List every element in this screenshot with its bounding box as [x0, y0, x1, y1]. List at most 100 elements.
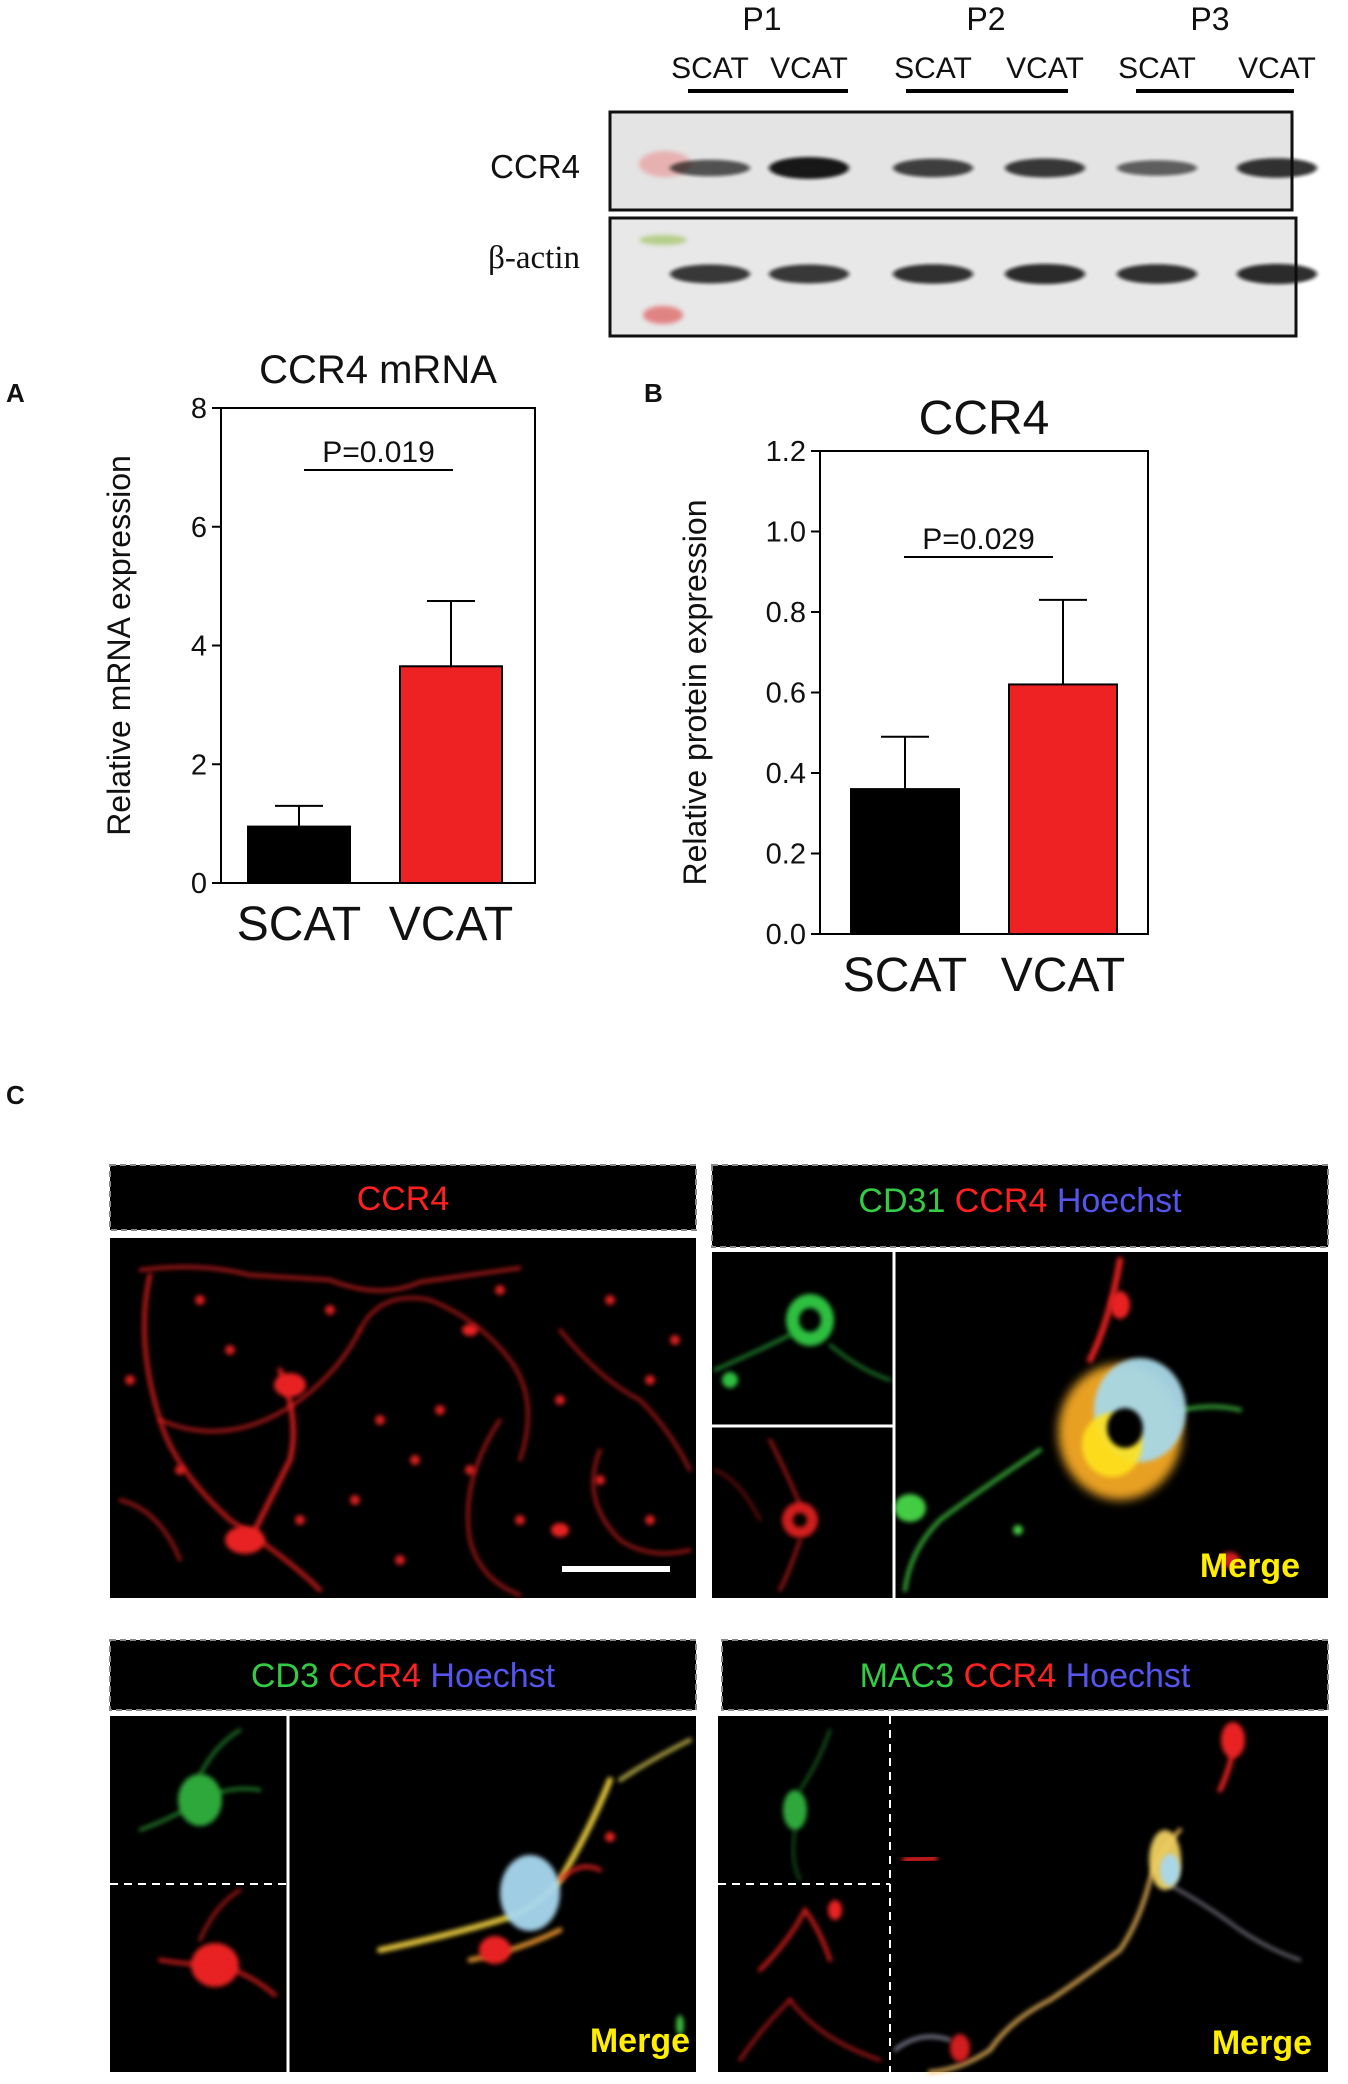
x-tick-label: SCAT [237, 898, 361, 951]
merge-label: Merge [590, 2022, 690, 2060]
fluorescence-signal [1159, 1879, 1301, 1961]
fluorescence-signal [645, 1515, 655, 1525]
ladder-marker [643, 306, 683, 324]
y-tick-label: 0.8 [766, 597, 806, 629]
merge-label: Merge [1212, 2024, 1312, 2062]
fluorescence-signal [595, 1475, 605, 1485]
lane-label: SCAT [1118, 52, 1196, 85]
chart-title: CCR4 mRNA [259, 348, 497, 392]
fluorescence-signal [395, 1555, 405, 1565]
micrograph-image [110, 1716, 696, 2072]
stain-label: CCR4 [357, 1180, 450, 1218]
bar-vcat [1008, 683, 1118, 936]
fluorescence-signal [1107, 1408, 1143, 1448]
fluorescence-signal [799, 1308, 821, 1332]
fluorescence-signal [138, 1265, 522, 1292]
fluorescence-signal [738, 1998, 792, 2062]
x-tick-label: SCAT [843, 949, 967, 1002]
fluorescence-signal [225, 1345, 235, 1355]
micrograph-title-bar [109, 1164, 697, 1231]
stain-label: Hoechst [1056, 1657, 1191, 1695]
fluorescence-signal [768, 1438, 802, 1507]
fluorescence-signal [118, 1498, 182, 1562]
stain-label: CCR4 [945, 1182, 1047, 1220]
fluorescence-signal [894, 1494, 926, 1522]
fluorescence-signal [247, 1367, 296, 1543]
y-axis-label: Relative protein expression [677, 500, 713, 886]
group-label-p2: P2 [966, 1, 1005, 37]
lane-label: SCAT [671, 52, 749, 85]
fluorescence-signal [758, 1906, 832, 1972]
fluorescence-signal [274, 1373, 306, 1397]
fluorescence-signal [1013, 1525, 1023, 1535]
lane-label: SCAT [894, 52, 972, 85]
fluorescence-signal [713, 1333, 792, 1372]
y-tick-label: 1.0 [766, 517, 806, 549]
fluorescence-signal [479, 1936, 511, 1964]
stain-label: MAC3 [860, 1657, 954, 1695]
blot-band [1005, 158, 1085, 178]
fluorescence-signal [605, 1832, 615, 1842]
fluorescence-signal [828, 1900, 842, 1920]
chart-a-mrna: CCR4 mRNA Relative mRNA expression 0 2 4 6 8 SC… [101, 348, 536, 951]
stain-label: CCR4 [319, 1657, 421, 1695]
micrograph-mac3-ccr4-hoechst: MAC3 CCR4 Hoechst Merge [718, 1639, 1329, 2074]
western-blot: P1 P2 P3 SCAT VCAT SCAT VCAT SCAT VCAT C… [488, 1, 1317, 338]
micrograph-title: CD31 CCR4 Hoechst [858, 1182, 1182, 1220]
fluorescence-signal [903, 1448, 1042, 1592]
micrograph-title-bar [711, 1164, 1329, 1248]
mac3-stain [738, 1722, 1301, 2074]
y-tick-label: 1.2 [766, 436, 806, 468]
fluorescence-signal [467, 1927, 563, 1963]
chart-b-protein: CCR4 Relative protein expression 0.0 0.2 0.4… [677, 392, 1149, 1002]
micrograph-title-bar [721, 1639, 1329, 1711]
ccr4-stain [118, 1265, 692, 1597]
y-tick-label: 4 [191, 631, 207, 663]
fluorescence-signal [799, 1729, 831, 1791]
blot-band [670, 264, 750, 284]
y-tick-label: 0.0 [766, 919, 806, 951]
bar-vcat [399, 665, 503, 884]
y-tick-label: 0 [191, 868, 207, 900]
y-tick-label: 6 [191, 512, 207, 544]
fluorescence-signal [1110, 1291, 1130, 1319]
fluorescence-signal [591, 1448, 692, 1555]
fluorescence-signal [435, 1405, 445, 1415]
fluorescence-signal [1220, 1552, 1240, 1568]
stain-label: CCR4 [954, 1657, 1056, 1695]
blot-band [769, 157, 849, 179]
fluorescence-signal [358, 1296, 530, 1462]
fluorescence-signal [225, 1526, 265, 1554]
micrograph-title: MAC3 CCR4 Hoechst [860, 1657, 1191, 1695]
stain-label: CD3 [251, 1657, 319, 1695]
ladder-marker [639, 235, 687, 245]
fluorescence-signal [138, 1787, 262, 1832]
blot-row-label-ccr4: CCR4 [490, 148, 580, 185]
fluorescence-signal [175, 1465, 185, 1475]
y-tick-label: 8 [191, 393, 207, 425]
lane-label: VCAT [1006, 52, 1084, 85]
fluorescence-signal [158, 1328, 362, 1433]
cd3-stain [138, 1728, 692, 2035]
blot-band [1237, 263, 1317, 285]
blot-band [1117, 264, 1197, 284]
y-tick-label: 0.6 [766, 678, 806, 710]
x-tick-label: VCAT [1001, 949, 1125, 1002]
stain-label: Hoechst [421, 1657, 556, 1695]
micrograph-cd31-ccr4-hoechst: CD31 CCR4 Hoechst Merge [711, 1164, 1329, 1598]
fluorescence-signal [1160, 1854, 1180, 1886]
significance-label: P=0.029 [922, 523, 1035, 556]
fluorescence-signal [142, 1273, 322, 1592]
fluorescence-signal [495, 1285, 505, 1295]
fluorescence-signal [670, 1335, 680, 1345]
fluorescence-signal [558, 1864, 602, 1882]
fluorescence-signal [462, 1324, 478, 1336]
fluorescence-signal [500, 1855, 560, 1931]
blot-lane-header: P1 P2 P3 SCAT VCAT SCAT VCAT SCAT VCAT [671, 1, 1316, 93]
fluorescence-signal [158, 1958, 277, 1997]
fluorescence-signal [466, 1418, 522, 1597]
lane-label: VCAT [1238, 52, 1316, 85]
fluorescence-signal [828, 1343, 892, 1382]
micrograph-title-bar [109, 1639, 697, 1711]
